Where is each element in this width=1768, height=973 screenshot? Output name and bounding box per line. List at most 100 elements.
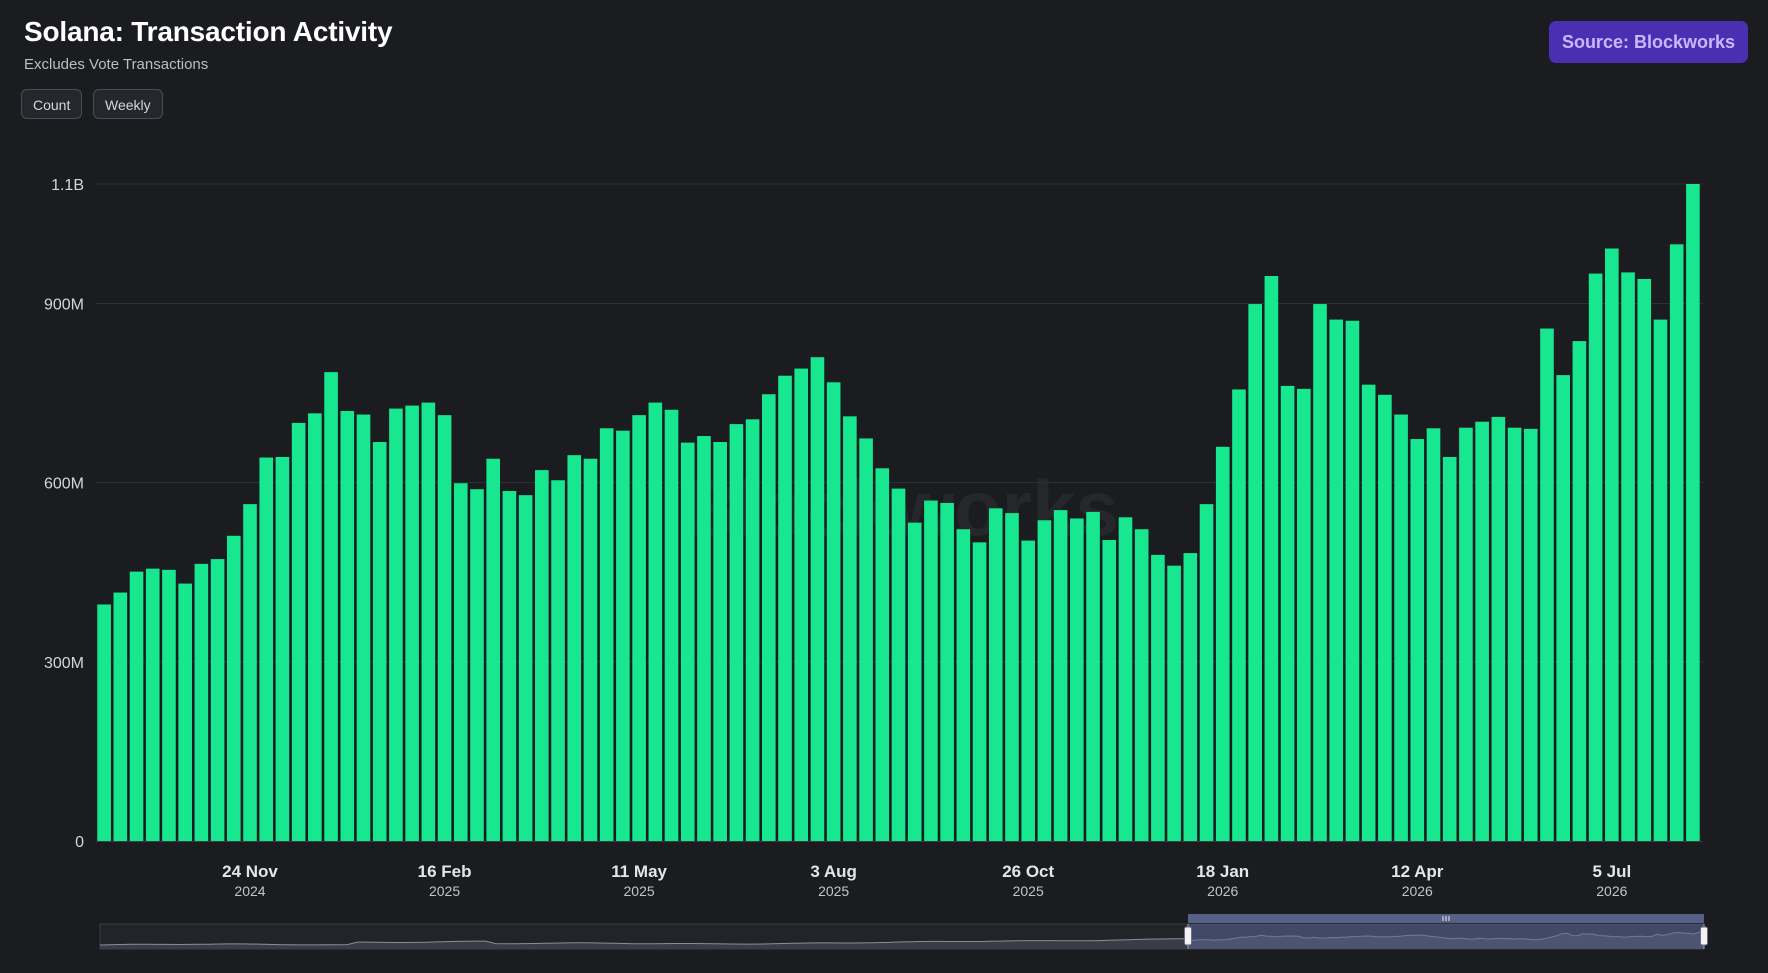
bar[interactable] [453, 483, 468, 841]
bar[interactable] [1394, 414, 1408, 841]
bar[interactable] [1151, 554, 1165, 841]
bar[interactable] [291, 422, 306, 841]
bar[interactable] [1605, 248, 1619, 842]
bar[interactable] [826, 382, 841, 841]
bar[interactable] [567, 455, 582, 841]
bar[interactable] [1037, 520, 1052, 841]
bar[interactable] [372, 442, 387, 841]
bar[interactable] [1475, 421, 1489, 841]
bar[interactable] [162, 569, 176, 841]
bar[interactable] [1378, 394, 1392, 841]
bar[interactable] [1491, 416, 1506, 841]
bar[interactable] [421, 402, 436, 841]
navigator-selection[interactable] [1188, 924, 1704, 949]
bar[interactable] [259, 457, 274, 841]
bar[interactable] [1021, 540, 1036, 841]
bar[interactable] [356, 414, 371, 841]
bar[interactable] [1248, 304, 1262, 841]
bar[interactable] [761, 394, 776, 841]
bar[interactable] [226, 535, 241, 841]
bar[interactable] [940, 502, 954, 841]
bar[interactable] [1556, 375, 1571, 841]
bar[interactable] [1637, 278, 1652, 841]
bar[interactable] [616, 430, 630, 841]
bar[interactable] [1653, 319, 1668, 841]
bar[interactable] [518, 495, 533, 841]
bar[interactable] [486, 458, 501, 841]
bar[interactable] [1070, 518, 1084, 841]
bar[interactable] [502, 490, 517, 841]
navigator-left-handle[interactable] [1184, 926, 1192, 946]
bar[interactable] [664, 409, 679, 841]
bar[interactable] [1086, 511, 1100, 841]
bar[interactable] [729, 424, 744, 841]
bar[interactable] [843, 416, 857, 841]
bar[interactable] [308, 413, 322, 841]
bar[interactable] [1459, 427, 1473, 841]
bar[interactable] [778, 375, 792, 841]
bar[interactable] [988, 508, 1003, 841]
bar[interactable] [113, 592, 128, 841]
bar[interactable] [1426, 428, 1441, 841]
metric-count-button[interactable]: Count [21, 89, 83, 119]
bar[interactable] [583, 458, 598, 841]
bar[interactable] [1102, 539, 1117, 841]
bar[interactable] [680, 442, 695, 841]
bar[interactable] [1053, 510, 1068, 841]
bar[interactable] [1118, 517, 1133, 841]
bar[interactable] [551, 480, 565, 841]
interval-weekly-button[interactable]: Weekly [93, 89, 163, 119]
bar[interactable] [437, 415, 452, 841]
bar[interactable] [907, 522, 922, 841]
bar[interactable] [859, 438, 873, 841]
bar[interactable] [275, 456, 290, 841]
bar[interactable] [1313, 304, 1327, 841]
bar[interactable] [891, 488, 906, 841]
bar[interactable] [1005, 513, 1019, 841]
bar[interactable] [1523, 428, 1538, 841]
bar[interactable] [1167, 565, 1181, 841]
bar[interactable] [1183, 553, 1198, 841]
bar[interactable] [1215, 446, 1230, 841]
bar[interactable] [713, 442, 727, 841]
bar[interactable] [243, 504, 257, 841]
bar[interactable] [1507, 427, 1522, 841]
bar[interactable] [632, 415, 646, 841]
bar[interactable] [648, 402, 663, 841]
bar[interactable] [956, 529, 971, 841]
bar[interactable] [1232, 389, 1246, 841]
bar[interactable] [129, 571, 144, 841]
bar[interactable] [389, 408, 403, 841]
bar[interactable] [745, 419, 760, 841]
bar[interactable] [1540, 328, 1554, 841]
bar[interactable] [924, 500, 938, 841]
bar[interactable] [1686, 184, 1700, 841]
bar[interactable] [1199, 504, 1214, 841]
bar[interactable] [972, 542, 987, 841]
bar[interactable] [1134, 529, 1149, 841]
bar[interactable] [145, 568, 160, 841]
bar[interactable] [1588, 273, 1603, 841]
bar[interactable] [697, 436, 711, 841]
bar[interactable] [1264, 275, 1279, 842]
bar[interactable] [97, 604, 111, 841]
bar[interactable] [1345, 320, 1360, 841]
bar[interactable] [1296, 388, 1311, 841]
bar[interactable] [1572, 341, 1587, 841]
bar[interactable] [1621, 272, 1635, 841]
bar[interactable] [535, 470, 549, 841]
bar[interactable] [470, 489, 484, 841]
source-badge[interactable]: Source: Blockworks [1548, 21, 1748, 63]
bar[interactable] [1410, 439, 1425, 841]
bar[interactable] [794, 368, 809, 841]
bar[interactable] [194, 563, 209, 841]
bar[interactable] [1329, 319, 1344, 841]
bar[interactable] [1361, 384, 1376, 841]
bar[interactable] [875, 468, 890, 841]
bar[interactable] [210, 559, 225, 841]
bar[interactable] [405, 405, 419, 841]
navigator-right-handle[interactable] [1700, 926, 1708, 946]
bar[interactable] [599, 428, 614, 841]
bar[interactable] [810, 357, 825, 841]
bar[interactable] [178, 583, 192, 841]
